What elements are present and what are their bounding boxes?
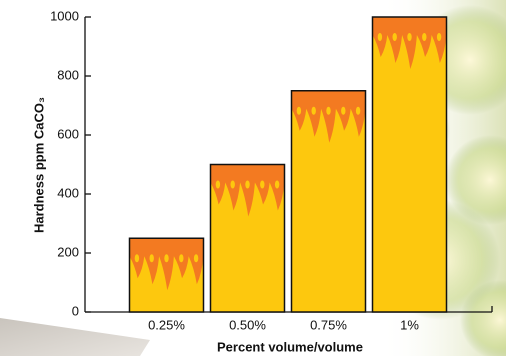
bar-outline <box>371 16 448 313</box>
flame-drop <box>377 33 383 41</box>
flame-drop <box>179 254 184 263</box>
flame-band <box>129 238 204 291</box>
flame-drop <box>341 106 346 115</box>
flame-drop <box>296 106 302 115</box>
flame-drop <box>436 33 442 41</box>
flame-drop <box>149 254 154 263</box>
flame-drop <box>245 180 250 189</box>
bar-outline <box>290 90 367 313</box>
x-axis-label: Percent volume/volume <box>217 339 363 354</box>
y-tick-label: 600 <box>57 126 79 141</box>
flame-drop <box>422 33 427 41</box>
x-tick-label: 1% <box>400 317 419 332</box>
flame-drop <box>215 180 221 189</box>
flame-band <box>210 164 285 217</box>
x-tick-label: 0.25% <box>148 317 185 332</box>
flame-band <box>291 90 366 143</box>
flame-drop <box>326 106 331 115</box>
y-tick-label: 1000 <box>50 8 79 23</box>
flame-drop <box>230 180 235 189</box>
y-tick-label: 400 <box>57 185 79 200</box>
bar <box>372 17 447 312</box>
flame-drop <box>274 180 280 189</box>
y-tick-label: 200 <box>57 244 79 259</box>
flame-drop <box>355 106 361 115</box>
bar-outline <box>128 237 205 313</box>
flame-drop <box>392 33 397 41</box>
flame-drop <box>164 254 169 263</box>
y-tick-label: 800 <box>57 67 79 82</box>
flame-drop <box>193 254 199 263</box>
flame-drop <box>134 254 140 263</box>
flame-band <box>372 17 447 69</box>
flame-drop <box>311 106 316 115</box>
flame-drop <box>260 180 265 189</box>
flame-drop <box>407 33 412 41</box>
x-tick-label: 0.75% <box>310 317 347 332</box>
y-tick-label: 0 <box>72 303 79 318</box>
y-axis-label: Hardness ppm CaCO₃ <box>31 97 46 233</box>
bar-outline <box>209 163 286 313</box>
x-tick-label: 0.50% <box>229 317 266 332</box>
